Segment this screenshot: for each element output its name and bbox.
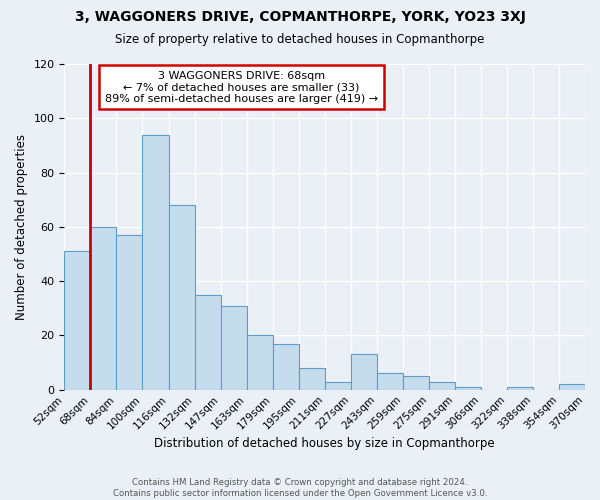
Y-axis label: Number of detached properties: Number of detached properties [15, 134, 28, 320]
Bar [325, 382, 351, 390]
Bar [194, 294, 221, 390]
Bar [142, 134, 169, 390]
X-axis label: Distribution of detached houses by size in Copmanthorpe: Distribution of detached houses by size … [154, 437, 495, 450]
Bar [116, 235, 142, 390]
Bar [351, 354, 377, 390]
Bar [169, 205, 194, 390]
Bar [64, 252, 91, 390]
Bar [507, 387, 533, 390]
Text: 3, WAGGONERS DRIVE, COPMANTHORPE, YORK, YO23 3XJ: 3, WAGGONERS DRIVE, COPMANTHORPE, YORK, … [74, 10, 526, 24]
Text: 3 WAGGONERS DRIVE: 68sqm
← 7% of detached houses are smaller (33)
89% of semi-de: 3 WAGGONERS DRIVE: 68sqm ← 7% of detache… [105, 70, 378, 104]
Text: Size of property relative to detached houses in Copmanthorpe: Size of property relative to detached ho… [115, 32, 485, 46]
Bar [221, 306, 247, 390]
Bar [559, 384, 585, 390]
Bar [377, 374, 403, 390]
Bar [429, 382, 455, 390]
Bar [455, 387, 481, 390]
Bar [272, 344, 299, 390]
Bar [403, 376, 429, 390]
Bar [91, 227, 116, 390]
Bar [247, 336, 272, 390]
Text: Contains HM Land Registry data © Crown copyright and database right 2024.
Contai: Contains HM Land Registry data © Crown c… [113, 478, 487, 498]
Bar [299, 368, 325, 390]
